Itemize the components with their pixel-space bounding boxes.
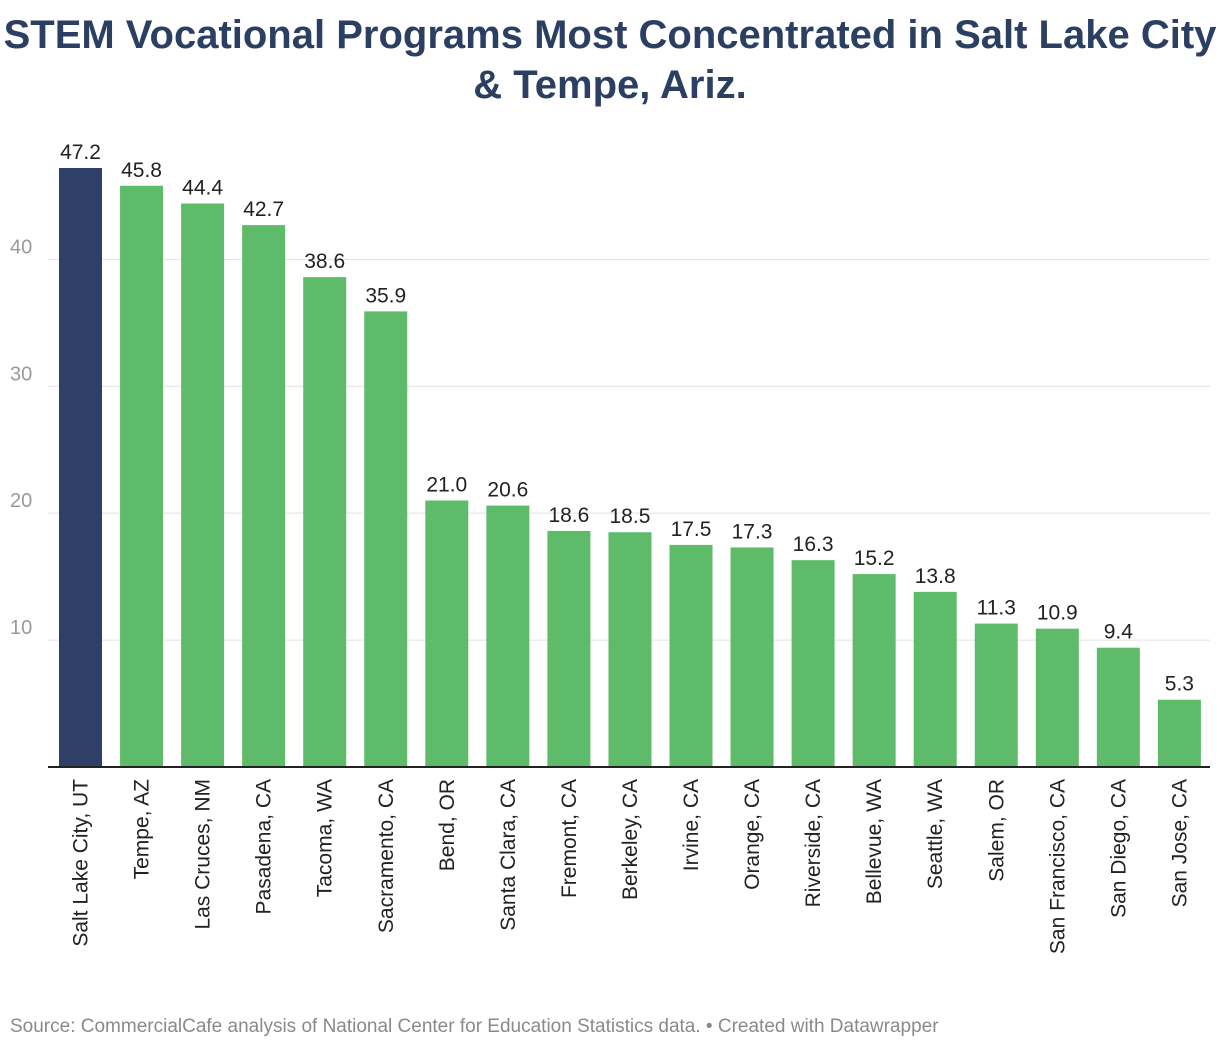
- bar: [608, 532, 652, 767]
- category-label: Santa Clara, CA: [497, 779, 520, 931]
- bar-value-label: 17.3: [732, 520, 773, 543]
- category-label: Berkeley, CA: [619, 779, 642, 900]
- bar-value-label: 18.6: [548, 504, 589, 527]
- bar-value-label: 42.7: [243, 198, 284, 221]
- y-tick-label: 40: [10, 236, 32, 258]
- bar: [303, 277, 347, 767]
- category-label: Tacoma, WA: [314, 779, 337, 897]
- category-label: Riverside, CA: [802, 779, 825, 907]
- category-label: San Francisco, CA: [1046, 779, 1069, 954]
- bar: [120, 185, 164, 767]
- category-label: Seattle, WA: [924, 779, 947, 889]
- chart-title: STEM Vocational Programs Most Concentrat…: [3, 13, 1217, 107]
- bar: [364, 311, 408, 767]
- bar: [181, 203, 225, 767]
- bar: [1157, 699, 1201, 767]
- bar-value-label: 38.6: [304, 250, 345, 273]
- bar-value-label: 11.3: [977, 597, 1016, 620]
- bar: [486, 505, 530, 767]
- category-label: Bend, OR: [436, 779, 459, 871]
- bar-value-label: 21.0: [426, 473, 467, 496]
- bar-value-label: 20.6: [487, 479, 528, 502]
- bar-value-label: 35.9: [365, 284, 406, 307]
- bar-value-label: 5.3: [1165, 673, 1194, 696]
- bar-value-label: 16.3: [793, 533, 834, 556]
- bar: [852, 574, 896, 767]
- bar-value-label: 15.2: [854, 547, 895, 570]
- category-label: Fremont, CA: [558, 779, 581, 898]
- bar-value-label: 44.4: [182, 177, 223, 200]
- source-note: Source: CommercialCafe analysis of Natio…: [10, 1016, 939, 1037]
- bar: [59, 168, 102, 767]
- category-label: Sacramento, CA: [375, 779, 398, 933]
- category-label: Tempe, AZ: [131, 779, 154, 880]
- bar: [425, 500, 469, 767]
- category-label: San Jose, CA: [1168, 779, 1191, 907]
- category-label: Orange, CA: [741, 779, 764, 890]
- category-label: Pasadena, CA: [253, 779, 276, 914]
- category-label: Las Cruces, NM: [192, 779, 215, 930]
- value-labels: 47.2 45.8 44.4 42.7 38.6 35.9 21.0 20.6 18.6 18.5…: [60, 141, 1194, 696]
- bar: [669, 544, 713, 767]
- bar-value-label: 18.5: [610, 505, 651, 528]
- y-tick-label: 10: [10, 617, 32, 639]
- bar: [1035, 628, 1079, 767]
- bar: [547, 530, 591, 767]
- bar-value-label: 45.8: [121, 159, 162, 182]
- bar: [913, 591, 957, 767]
- bar: [730, 547, 774, 767]
- bar-value-label: 10.9: [1037, 602, 1078, 625]
- bar: [1096, 647, 1140, 767]
- bars: [48, 168, 1210, 768]
- bar-value-label: 13.8: [915, 565, 956, 588]
- y-tick-label: 30: [10, 363, 32, 385]
- category-label: Irvine, CA: [680, 779, 703, 871]
- category-label: Salem, OR: [985, 779, 1008, 882]
- category-label: Salt Lake City, UT: [70, 779, 93, 947]
- bar-value-label: 17.5: [671, 518, 712, 541]
- y-tick-label: 20: [10, 490, 32, 512]
- bar: [791, 560, 835, 767]
- bar: [974, 623, 1018, 767]
- category-labels: Salt Lake City, UT Tempe, AZ Las Cruces, N…: [70, 779, 1192, 954]
- category-label: Bellevue, WA: [863, 779, 886, 904]
- category-label: San Diego, CA: [1107, 779, 1130, 918]
- bar-value-label: 9.4: [1104, 621, 1134, 644]
- bar-value-label: 47.2: [60, 141, 101, 164]
- bar-chart: 10 20 30 40 47.2 45.8 44.4 42.7 38.6 35.9 21.0 20.…: [10, 141, 1210, 954]
- bar: [242, 225, 286, 768]
